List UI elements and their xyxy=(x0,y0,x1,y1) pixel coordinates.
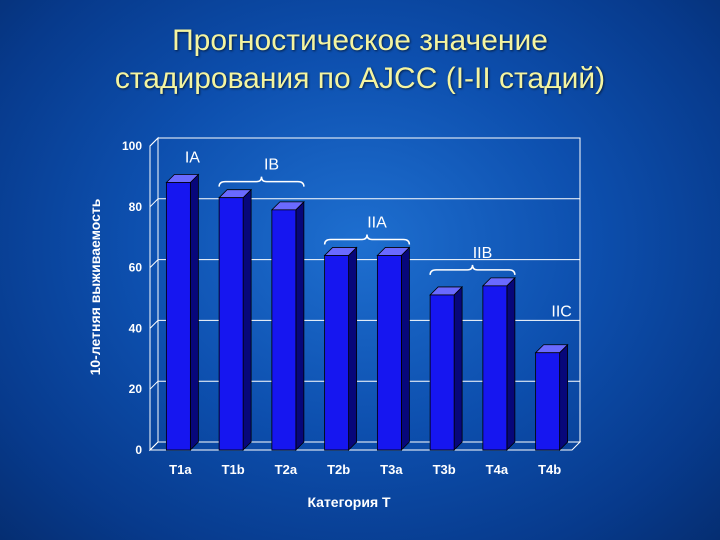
x-tick-label: T3b xyxy=(433,462,456,477)
x-axis-title: Категория Т xyxy=(307,494,391,510)
stage-label: IB xyxy=(264,157,279,174)
stage-bracket xyxy=(218,176,305,187)
grid-lines xyxy=(149,137,580,390)
stage-label: IIB xyxy=(473,245,493,262)
bar xyxy=(165,173,200,451)
bar-front xyxy=(535,352,561,451)
bar xyxy=(218,188,253,451)
grid-line xyxy=(149,137,580,147)
bar-front xyxy=(482,285,508,451)
stage-annotations: IA IB IIA IIB IIC xyxy=(185,149,572,320)
bar xyxy=(429,285,464,451)
y-tick-label: 40 xyxy=(129,321,143,335)
x-tick-label: T3a xyxy=(380,462,403,477)
y-tick-label: 20 xyxy=(129,382,143,396)
bars xyxy=(165,173,569,451)
y-tick-label: 80 xyxy=(129,200,143,214)
grid-line xyxy=(149,319,580,329)
plot-floor xyxy=(148,441,582,451)
stage-label: IIC xyxy=(551,304,571,321)
x-tick-label: T1b xyxy=(222,462,245,477)
bar-side xyxy=(242,188,252,451)
bar xyxy=(376,246,411,451)
grid-line xyxy=(149,380,580,390)
stage-group: IIC xyxy=(551,304,571,321)
bar-front xyxy=(218,197,244,451)
y-tick-label: 60 xyxy=(129,261,143,275)
y-axis-title: 10-летняя выживаемость xyxy=(87,198,103,375)
stage-group: IB xyxy=(218,157,305,187)
x-tick-label: T2b xyxy=(327,462,350,477)
bar-front xyxy=(271,209,297,451)
plot-left-wall xyxy=(149,136,159,452)
stage-bracket xyxy=(429,264,516,275)
plot-frame xyxy=(148,136,582,452)
x-tick-label: T2a xyxy=(275,462,298,477)
bar xyxy=(534,343,569,451)
y-tick-labels: 0 20 40 60 80 100 xyxy=(122,139,142,457)
stage-label: IA xyxy=(185,149,200,166)
stage-group: IIB xyxy=(429,245,516,275)
bar-side xyxy=(189,173,199,451)
bar-side xyxy=(295,200,305,451)
x-tick-label: T4a xyxy=(486,462,509,477)
bar-side xyxy=(506,276,516,451)
chart-title: Прогностическое значение стадирования по… xyxy=(0,22,720,98)
stage-label: IIA xyxy=(367,214,387,231)
bar-front xyxy=(165,182,191,451)
chart-title-line-1: Прогностическое значение xyxy=(172,24,548,57)
bar xyxy=(323,246,358,451)
grid-line xyxy=(149,198,580,208)
bar-front xyxy=(429,294,455,451)
y-tick-label: 100 xyxy=(122,139,142,153)
bar-side xyxy=(453,285,463,451)
bar-front xyxy=(324,255,350,451)
bar-front xyxy=(376,255,402,451)
stage-group: IA xyxy=(185,149,200,166)
y-tick-label: 0 xyxy=(135,443,142,457)
bar-side xyxy=(400,246,410,451)
x-tick-label: T4b xyxy=(538,462,561,477)
x-tick-label: T1a xyxy=(169,462,192,477)
bar-side xyxy=(348,246,358,451)
chart-title-line-2: стадирования по AJCC (I-II стадий) xyxy=(114,62,606,95)
grid-line xyxy=(149,259,580,268)
stage-bracket xyxy=(323,234,411,245)
x-tick-labels: T1a T1b T2a T2b T3a T3b T4a T4b xyxy=(169,462,561,477)
bar xyxy=(270,200,305,451)
bar-side xyxy=(559,343,569,451)
bar xyxy=(481,276,516,451)
stage-group: IIA xyxy=(323,214,411,245)
